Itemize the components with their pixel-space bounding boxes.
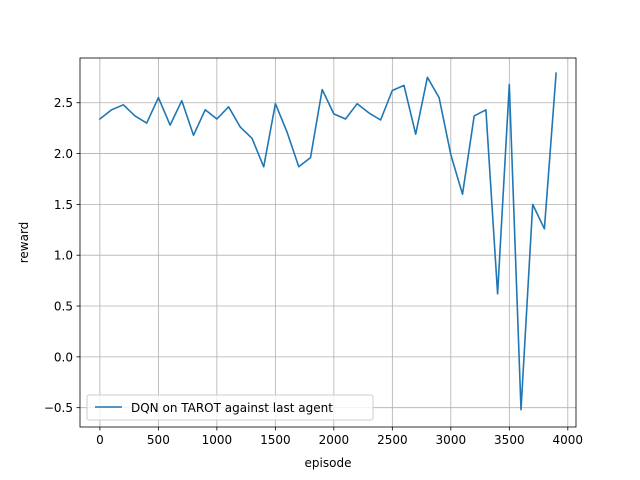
- legend: DQN on TAROT against last agent: [86, 394, 374, 421]
- x-tick-label: 500: [147, 433, 170, 447]
- axis-ticks: 0 500 1000 1500 2000 2500 3000 3500 4000 −0.5 0.0 0…: [44, 96, 583, 447]
- x-tick-label: 2000: [319, 433, 350, 447]
- x-tick-label: 0: [96, 433, 104, 447]
- x-tick-label: 1000: [202, 433, 233, 447]
- y-tick-label: 1.0: [54, 249, 73, 263]
- x-tick-label: 1500: [260, 433, 291, 447]
- legend-box: [86, 394, 374, 421]
- series-line: [98, 72, 557, 411]
- y-tick-label: −0.5: [44, 401, 73, 415]
- legend-label: DQN on TAROT against last agent: [131, 401, 333, 415]
- plot-frame: [79, 57, 577, 428]
- y-tick-label: 1.5: [54, 198, 73, 212]
- y-tick-label: 2.0: [54, 147, 73, 161]
- x-tick-label: 3500: [494, 433, 525, 447]
- x-axis-label: episode: [305, 456, 352, 470]
- x-tick-label: 2500: [377, 433, 408, 447]
- y-axis-label: reward: [17, 222, 31, 264]
- y-tick-label: 0.5: [54, 300, 73, 314]
- series-layer: [98, 72, 557, 411]
- y-tick-label: 2.5: [54, 96, 73, 110]
- x-tick-label: 4000: [553, 433, 584, 447]
- x-tick-label: 3000: [436, 433, 467, 447]
- y-tick-label: 0.0: [54, 350, 73, 364]
